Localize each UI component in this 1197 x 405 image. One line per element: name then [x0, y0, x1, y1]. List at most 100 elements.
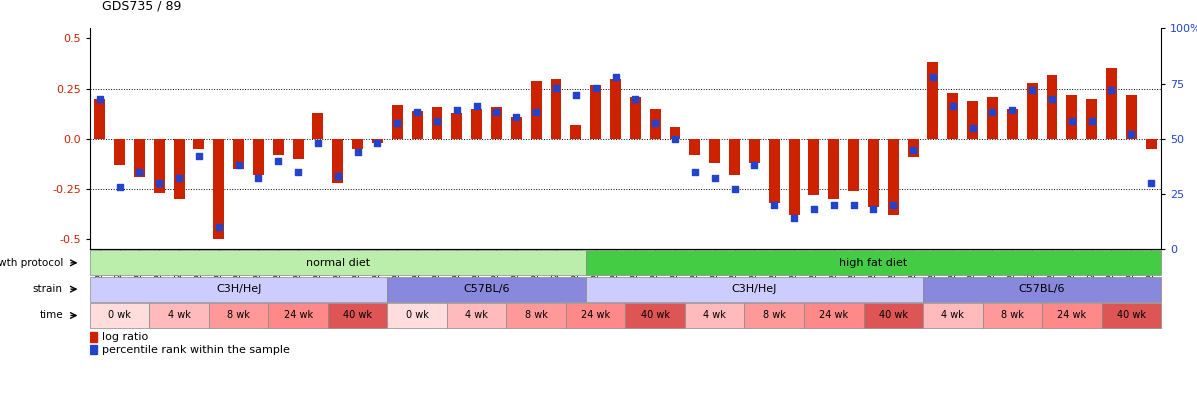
Bar [1101, 303, 1161, 328]
Point [1102, 87, 1122, 94]
Bar [828, 139, 839, 199]
Bar [571, 125, 582, 139]
Bar [134, 139, 145, 177]
Bar [268, 303, 328, 328]
Point [229, 162, 248, 168]
Point [288, 168, 308, 175]
Text: strain: strain [32, 284, 63, 294]
Bar [333, 139, 344, 183]
Bar [1086, 98, 1098, 139]
Text: 0 wk: 0 wk [406, 311, 429, 320]
Point [90, 96, 109, 102]
Point [864, 206, 883, 213]
Point [1003, 107, 1022, 113]
Bar [451, 113, 462, 139]
Point [566, 92, 585, 98]
Bar [585, 250, 1161, 275]
Point [209, 224, 229, 230]
Bar [1106, 68, 1117, 139]
Bar [90, 250, 585, 275]
Bar [1067, 95, 1077, 139]
Bar [947, 93, 959, 139]
Bar [174, 139, 184, 199]
Bar [352, 139, 363, 149]
Bar [90, 333, 97, 342]
Text: 24 wk: 24 wk [581, 311, 610, 320]
Text: 40 wk: 40 wk [640, 311, 669, 320]
Bar [630, 96, 640, 139]
Point [268, 158, 287, 164]
Bar [233, 139, 244, 169]
Text: 8 wk: 8 wk [524, 311, 547, 320]
Bar [710, 139, 721, 163]
Bar [907, 139, 918, 157]
Bar [511, 117, 522, 139]
Bar [1027, 83, 1038, 139]
Bar [388, 303, 446, 328]
Bar [983, 303, 1043, 328]
Bar [95, 98, 105, 139]
Text: log ratio: log ratio [102, 332, 148, 342]
Bar [372, 139, 383, 143]
Point [427, 118, 446, 124]
Bar [928, 62, 938, 139]
Bar [90, 277, 388, 302]
Text: 4 wk: 4 wk [941, 311, 965, 320]
Text: C57BL/6: C57BL/6 [1019, 284, 1065, 294]
Bar [530, 81, 541, 139]
Point [407, 109, 426, 115]
Text: 40 wk: 40 wk [879, 311, 907, 320]
Bar [669, 127, 680, 139]
Point [527, 109, 546, 115]
Text: growth protocol: growth protocol [0, 258, 63, 268]
Text: time: time [40, 311, 63, 320]
Bar [388, 277, 585, 302]
Text: 4 wk: 4 wk [704, 311, 727, 320]
Point [943, 102, 962, 109]
Point [367, 140, 387, 146]
Bar [194, 139, 205, 149]
Text: high fat diet: high fat diet [839, 258, 907, 268]
Bar [804, 303, 863, 328]
Point [129, 168, 148, 175]
Point [467, 102, 486, 109]
Point [1082, 118, 1101, 124]
Point [388, 120, 407, 126]
Text: 8 wk: 8 wk [1001, 311, 1023, 320]
Point [1062, 118, 1081, 124]
Point [804, 206, 824, 213]
Point [725, 186, 745, 193]
Point [487, 109, 506, 115]
Point [686, 168, 705, 175]
Bar [729, 139, 740, 175]
Bar [689, 139, 700, 155]
Point [844, 202, 863, 208]
Bar [863, 303, 923, 328]
Bar [551, 79, 561, 139]
Text: 24 wk: 24 wk [1057, 311, 1087, 320]
Point [587, 85, 606, 91]
Text: C3H/HeJ: C3H/HeJ [731, 284, 777, 294]
Bar [1007, 109, 1017, 139]
Bar [923, 277, 1161, 302]
Point [765, 202, 784, 208]
Point [1043, 96, 1062, 102]
Text: 8 wk: 8 wk [227, 311, 250, 320]
Bar [849, 139, 859, 191]
Bar [90, 345, 97, 354]
Bar [1046, 75, 1057, 139]
Bar [412, 111, 423, 139]
Point [645, 120, 664, 126]
Point [448, 107, 467, 113]
Point [189, 153, 208, 160]
Point [705, 175, 724, 182]
Bar [90, 303, 150, 328]
Bar [566, 303, 625, 328]
Point [150, 180, 169, 186]
Text: 0 wk: 0 wk [108, 311, 130, 320]
Bar [888, 139, 899, 215]
Bar [491, 107, 502, 139]
Bar [789, 139, 800, 215]
Point [904, 147, 923, 153]
Bar [768, 139, 779, 203]
